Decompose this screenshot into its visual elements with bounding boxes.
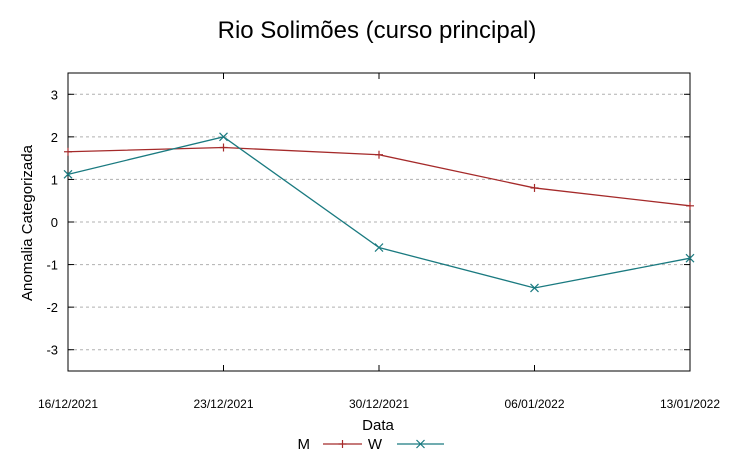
legend-item-w: W bbox=[368, 436, 444, 453]
legend-label: M bbox=[298, 436, 311, 453]
y-tick-label: 2 bbox=[51, 130, 58, 145]
data-point bbox=[686, 201, 694, 210]
y-tick-label: 0 bbox=[51, 215, 58, 230]
x-marker-b bbox=[219, 132, 228, 142]
data-point bbox=[374, 243, 384, 252]
x-marker-b bbox=[416, 439, 425, 449]
data-point bbox=[685, 253, 695, 263]
legend-item-m: M bbox=[298, 436, 362, 453]
y-tick-label: -2 bbox=[46, 300, 58, 315]
x-tick-label: 30/12/2021 bbox=[349, 397, 409, 411]
x-marker-b bbox=[530, 283, 539, 293]
series-line bbox=[67, 136, 691, 289]
y-tick-label: 1 bbox=[51, 172, 58, 187]
data-point bbox=[64, 147, 72, 156]
x-axis-ticks: 16/12/2021 23/12/2021 30/12/2021 06/01/2022… bbox=[38, 73, 720, 411]
x-tick-label: 13/01/2022 bbox=[660, 397, 720, 411]
data-point bbox=[63, 169, 73, 179]
x-axis-label: Data bbox=[362, 417, 394, 434]
data-point bbox=[219, 143, 228, 152]
plot-frame bbox=[67, 72, 691, 372]
y-axis-ticks: -3 -2 -1 0 1 2 3 bbox=[46, 87, 690, 358]
data-point bbox=[219, 132, 228, 142]
y-tick-label: 3 bbox=[51, 87, 58, 102]
x-tick-label: 16/12/2021 bbox=[38, 397, 98, 411]
y-tick-label: -3 bbox=[46, 343, 58, 358]
series-lines bbox=[63, 132, 695, 293]
x-marker-b bbox=[685, 253, 695, 263]
series-m bbox=[64, 143, 694, 210]
x-marker-b bbox=[63, 169, 73, 179]
y-axis-label: Anomalia Categorizada bbox=[19, 144, 36, 301]
x-tick-label: 23/12/2021 bbox=[193, 397, 253, 411]
data-point bbox=[530, 283, 539, 293]
x-tick-label: 06/01/2022 bbox=[504, 397, 564, 411]
data-point bbox=[375, 150, 383, 159]
data-point bbox=[530, 183, 539, 192]
chart-title: Rio Solimões (curso principal) bbox=[218, 17, 537, 44]
grid-lines bbox=[68, 93, 690, 351]
x-marker-b bbox=[374, 243, 384, 252]
legend-label: W bbox=[368, 436, 383, 453]
series-w bbox=[63, 132, 695, 293]
y-tick-label: -1 bbox=[46, 258, 58, 273]
